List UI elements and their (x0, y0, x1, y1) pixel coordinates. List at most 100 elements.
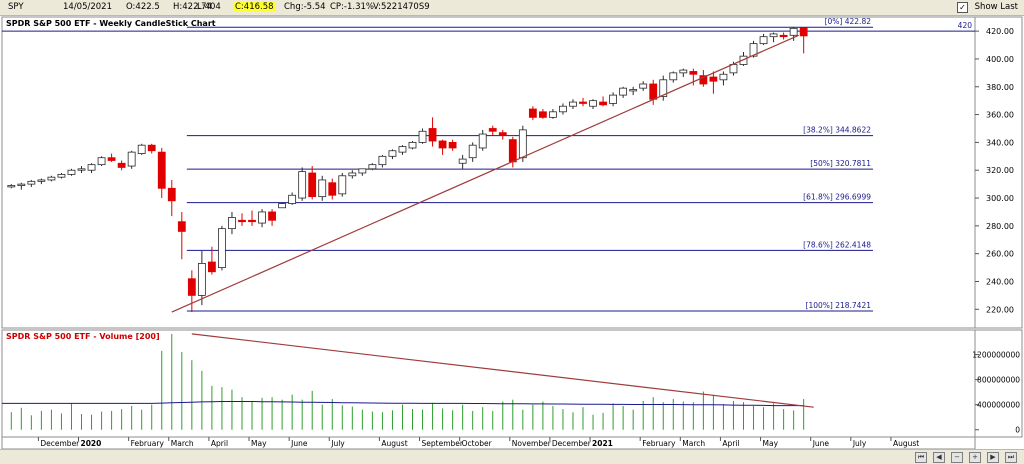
candle-up (418, 128, 427, 144)
candle-body (167, 187, 176, 202)
candle-up (57, 173, 66, 179)
candle-up (769, 32, 778, 43)
volume-tick-label: 0 (1015, 426, 1020, 435)
candle-down (438, 139, 447, 155)
candle-up (278, 202, 287, 209)
price-axis-frame (974, 16, 1023, 329)
candle-body (278, 203, 287, 209)
candle-body (238, 219, 246, 223)
candle-down (207, 246, 216, 275)
candle-down (448, 139, 457, 151)
candle-body (528, 108, 537, 118)
candle-down (498, 129, 507, 140)
candle-up (197, 250, 206, 306)
volume-axis-frame (974, 329, 1023, 438)
candle-up (559, 103, 567, 115)
date-tick-label: July (330, 439, 345, 448)
quote-change: Chg:-5.54 (284, 2, 326, 12)
candle-body (57, 173, 66, 178)
price-tick-label: 400.00 (986, 55, 1014, 64)
candle-up (27, 179, 36, 187)
candle-body (398, 146, 407, 153)
candle-body (157, 151, 166, 189)
candle-body (318, 179, 327, 198)
volume-tick-label: 800000000 (977, 376, 1020, 385)
scroll-last-icon[interactable]: ⏭ (1005, 452, 1017, 463)
candle-body (659, 79, 668, 97)
scroll-left-icon[interactable]: ◀ (933, 452, 945, 463)
zoom-in-icon[interactable]: + (969, 452, 981, 463)
candle-down (709, 71, 718, 94)
chart-canvas: SPDR S&P 500 ETF - Weekly CandleStick Ch… (1, 16, 1023, 449)
date-tick-label: February (131, 439, 165, 448)
candle-up (669, 71, 678, 83)
candle-body (749, 43, 758, 57)
candle-body (538, 111, 547, 118)
candle-body (649, 83, 658, 100)
show-last-label[interactable]: Show Last (974, 2, 1018, 12)
scroll-right-icon[interactable]: ▶ (987, 452, 999, 463)
candle-down (689, 68, 698, 86)
candle-up (17, 182, 26, 190)
candle-down (117, 160, 126, 171)
quote-high: H:422.74 (173, 2, 212, 12)
candle-body (117, 162, 126, 168)
candle-body (408, 142, 417, 149)
show-last-checkbox[interactable]: ✓ (957, 2, 968, 13)
candle-body (348, 172, 357, 177)
candle-up (358, 168, 367, 176)
candle-body (197, 263, 206, 296)
candle-body (639, 83, 648, 89)
candle-up (468, 142, 477, 162)
date-tick-label: October (462, 439, 493, 448)
date-tick-label: May (251, 439, 267, 448)
candle-body (629, 89, 638, 92)
date-tick-label: 2020 (81, 439, 102, 448)
candle-body (689, 71, 698, 75)
candle-body (508, 139, 517, 163)
price-trend-line (171, 34, 799, 313)
candle-body (478, 133, 487, 149)
candle-up (288, 192, 297, 205)
candle-down (779, 32, 788, 40)
candle-up (258, 209, 266, 228)
candle-body (187, 278, 196, 296)
price-tick-label: 240.00 (986, 277, 1014, 286)
quote-bar: SPY 14/05/2021 O:422.5 H:422.74 L:404 C:… (0, 0, 1024, 16)
quote-volume: V:5221470S9 (373, 2, 430, 12)
candle-body (127, 151, 136, 167)
candlesticks (7, 26, 808, 313)
candle-body (549, 111, 557, 118)
candle-body (338, 175, 347, 195)
candle-body (37, 179, 46, 182)
candle-body (97, 157, 106, 166)
candle-up (97, 156, 106, 167)
candle-down (147, 143, 156, 154)
candle-down (579, 97, 587, 107)
volume-axis-ticks: 0 400000000 800000000 1200000000 (972, 351, 1020, 435)
candle-down (799, 27, 808, 54)
candle-up (659, 75, 668, 101)
date-tick-label: June (812, 439, 830, 448)
candle-up (37, 178, 46, 185)
candle-up (398, 145, 407, 155)
scroll-first-icon[interactable]: ⏮ (915, 452, 927, 463)
candle-down (428, 117, 437, 147)
zoom-out-icon[interactable]: − (951, 452, 963, 463)
quote-low: L:404 (197, 2, 221, 12)
candle-up (569, 99, 577, 110)
candle-down (538, 109, 547, 119)
candle-body (679, 69, 688, 74)
candle-up (7, 184, 16, 189)
candle-body (298, 171, 307, 199)
fibonacci-levels: [0%] 422.82 [38.2%] 344.8622 [50%] 320.781… (186, 17, 873, 312)
candle-body (438, 140, 447, 149)
candle-body (699, 75, 708, 85)
date-tick-label: December (552, 439, 592, 448)
date-tick-label: April (211, 439, 228, 448)
candle-body (458, 158, 467, 164)
date-tick-label: 2021 (592, 439, 613, 448)
date-axis-frame (1, 436, 976, 449)
date-tick-label: July (852, 439, 867, 448)
